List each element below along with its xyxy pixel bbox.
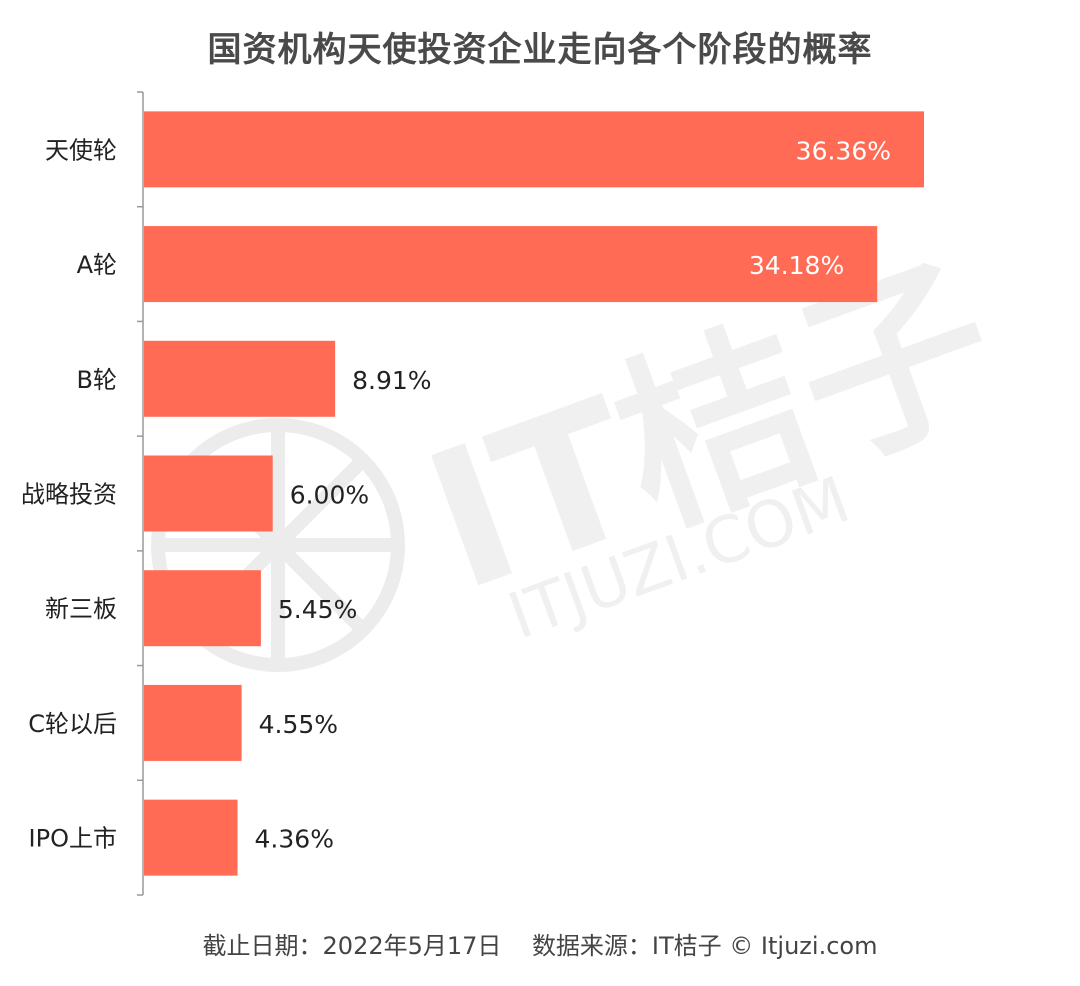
bar: [144, 226, 878, 303]
y-tick-label: C轮以后: [28, 710, 117, 738]
y-tick-label: 战略投资: [21, 481, 117, 509]
data-label: 5.45%: [278, 595, 357, 624]
data-label: 4.36%: [255, 825, 334, 854]
footer: 截止日期：2022年5月17日 数据来源：IT桔子 © Itjuzi.com: [0, 926, 1080, 961]
y-tick-label: A轮: [77, 251, 117, 279]
bar: [144, 570, 261, 647]
axis-layer: [137, 91, 144, 896]
y-tick-label: IPO上市: [29, 825, 117, 853]
bars-layer: [144, 111, 924, 876]
bar: [144, 455, 273, 532]
data-label: 34.18%: [749, 251, 844, 280]
bar: [144, 799, 238, 876]
footer-source: 数据来源：IT桔子 © Itjuzi.com: [531, 932, 878, 960]
y-tick-label: 天使轮: [45, 136, 117, 164]
footer-date: 截止日期：2022年5月17日: [202, 932, 502, 960]
data-label: 36.36%: [796, 136, 891, 165]
bar: [144, 684, 242, 761]
data-label: 6.00%: [290, 481, 369, 510]
labels-layer: 天使轮 36.36% A轮 34.18% B轮 8.91% 战略投资 6.00% 新三板 5.45…: [21, 136, 891, 853]
data-label: 4.55%: [259, 710, 338, 739]
bar: [144, 340, 336, 417]
data-label: 8.91%: [352, 366, 431, 395]
y-tick-label: B轮: [77, 366, 117, 394]
bar: [144, 111, 924, 188]
y-tick-label: 新三板: [45, 595, 117, 623]
chart-title: 国资机构天使投资企业走向各个阶段的概率: [207, 30, 873, 70]
